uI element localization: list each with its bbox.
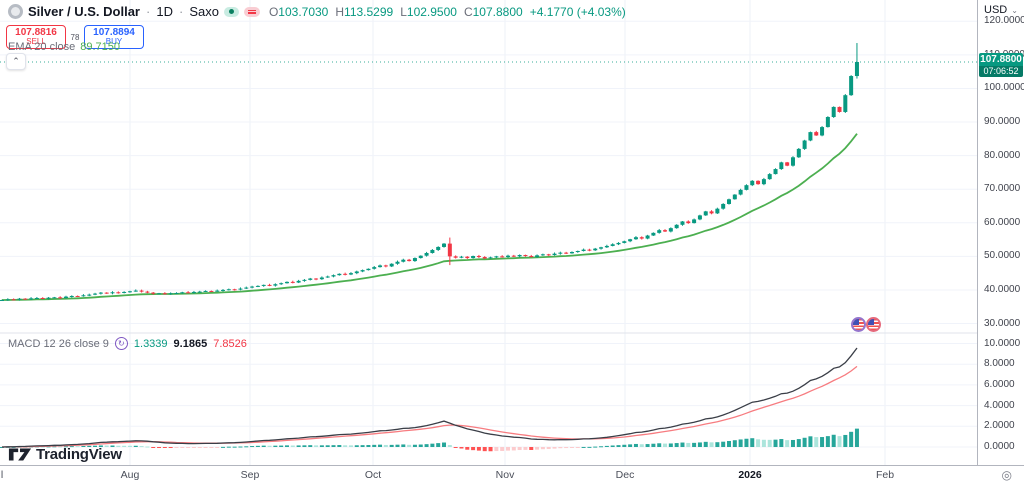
- collapse-pane-button[interactable]: ⌃: [6, 53, 26, 70]
- currency-label: USD: [984, 4, 1008, 16]
- macd-signal-line: [2, 365, 858, 448]
- symbol-header: Silver / U.S. Dollar · 1D · Saxo O103.70…: [8, 4, 626, 19]
- low-label: L: [400, 4, 407, 19]
- sell-label: SELL: [26, 37, 46, 47]
- price-tick: 90.0000: [984, 116, 1021, 128]
- indicator-loading-icon[interactable]: ↻: [114, 337, 128, 350]
- time-tick: Oct: [364, 469, 382, 481]
- macd-histogram: [0, 428, 859, 452]
- price-tick: 60.0000: [984, 216, 1021, 228]
- time-tick: Nov: [495, 469, 515, 481]
- ema-label: EMA 20 close: [8, 41, 76, 53]
- macd-label: MACD 12 26 close 9: [8, 337, 109, 350]
- current-price-value: 107.8800: [979, 53, 1023, 66]
- gridlines: [0, 0, 977, 465]
- candles: [0, 43, 859, 302]
- ema-value: 89.7150: [80, 41, 121, 53]
- market-open-status-icon[interactable]: [223, 6, 239, 17]
- event-flag-icon[interactable]: [866, 317, 881, 332]
- price-tick: 30.0000: [984, 317, 1021, 329]
- main-chart-svg[interactable]: [0, 0, 977, 465]
- chevron-down-icon: ⌄: [1011, 5, 1018, 15]
- buy-label: BUY: [105, 37, 123, 47]
- bar-countdown: 07:06:52: [979, 66, 1023, 77]
- time-tick: Feb: [875, 469, 895, 481]
- event-flag-icon[interactable]: [851, 317, 866, 332]
- macd-legend[interactable]: MACD 12 26 close 9 ↻ 1.3339 9.1865 7.852…: [8, 337, 247, 350]
- time-tick: Dec: [615, 469, 635, 481]
- symbol-title[interactable]: Silver / U.S. Dollar: [28, 4, 140, 19]
- exchange-label: Saxo: [189, 4, 219, 19]
- macd-tick: 4.0000: [984, 399, 1015, 411]
- axis-settings-gear-icon[interactable]: ◎: [1001, 468, 1012, 482]
- macd-tick: 8.0000: [984, 358, 1015, 370]
- low-value: 102.9500: [406, 4, 457, 19]
- macd-signal-value: 7.8526: [213, 337, 247, 350]
- time-axis[interactable]: l Aug Sep Oct Nov Dec 2026 Feb ◎: [0, 465, 1024, 483]
- macd-line: [1, 347, 858, 448]
- price-tick: 40.0000: [984, 283, 1021, 295]
- separator-dot: ·: [146, 4, 151, 19]
- time-tick: Aug: [120, 469, 140, 481]
- ema-legend[interactable]: EMA 20 close 89.7150: [8, 41, 120, 53]
- price-tick: 80.0000: [984, 149, 1021, 161]
- tradingview-logo[interactable]: TradingView: [8, 444, 122, 464]
- buy-price: 107.8894: [93, 27, 135, 39]
- trade-buttons: 107.8816 SELL 78 107.8894 BUY: [6, 25, 144, 49]
- macd-tick: 2.0000: [984, 420, 1015, 432]
- buy-button[interactable]: 107.8894 BUY: [84, 25, 144, 49]
- sell-button[interactable]: 107.8816 SELL: [6, 25, 66, 49]
- open-label: O: [268, 4, 279, 19]
- price-tick: 120.0000: [984, 15, 1024, 27]
- high-label: H: [335, 4, 345, 19]
- separator-dot: ·: [178, 4, 184, 19]
- macd-tick: 0.0000: [984, 441, 1015, 452]
- price-tick: 50.0000: [984, 250, 1021, 262]
- sell-price: 107.8816: [15, 27, 57, 39]
- close-label: C: [463, 4, 473, 19]
- symbol-logo-icon: [8, 4, 23, 19]
- ohlc-values: O103.7030 H113.5299 L102.9500 C107.8800 …: [269, 5, 626, 19]
- time-tick: 2026: [738, 469, 762, 481]
- price-tick: 100.0000: [984, 82, 1024, 94]
- open-value: 103.7030: [278, 4, 329, 19]
- time-tick: l: [0, 469, 4, 481]
- current-price-badge: 107.8800 07:06:52: [979, 53, 1023, 77]
- change-value: +4.1770 (+4.03%): [529, 4, 626, 19]
- macd-hist-value: 1.3339: [133, 337, 168, 350]
- macd-line-value: 9.1865: [173, 337, 208, 350]
- time-tick: Sep: [240, 469, 260, 481]
- macd-tick: 10.0000: [984, 337, 1021, 349]
- price-axis[interactable]: USD ⌄ 120.0000110.0000100.000090.000080.…: [977, 0, 1024, 465]
- tradingview-logo-text: TradingView: [36, 445, 122, 463]
- spread-value: 78: [70, 32, 80, 42]
- chevron-up-icon: ⌃: [12, 56, 20, 66]
- close-value: 107.8800: [472, 4, 523, 19]
- data-feed-icon[interactable]: [243, 6, 260, 17]
- timeframe-selector[interactable]: 1D: [156, 4, 173, 19]
- price-tick: 70.0000: [984, 183, 1021, 195]
- currency-selector[interactable]: USD ⌄: [984, 4, 1018, 16]
- macd-tick: 6.0000: [984, 378, 1015, 390]
- ema-line: [2, 133, 858, 301]
- tradingview-logo-icon: [8, 448, 32, 461]
- high-value: 113.5299: [344, 4, 394, 19]
